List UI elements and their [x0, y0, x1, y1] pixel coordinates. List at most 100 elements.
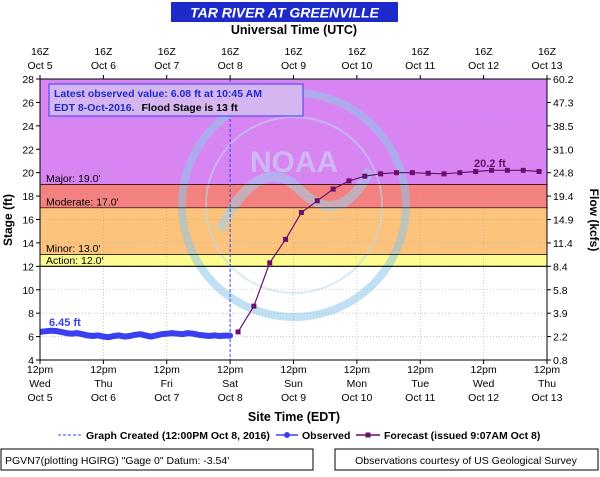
top-tick-label: Oct 13: [532, 60, 563, 72]
footer-left-box: [0, 448, 314, 471]
observed-point: [79, 331, 85, 337]
observed-point: [127, 333, 133, 339]
observed-point: [190, 331, 196, 337]
flow-tick-label: 31.0: [553, 144, 574, 156]
flow-tick-label: 60.2: [553, 74, 574, 86]
flow-tick-label: 38.5: [553, 121, 574, 133]
bottom-tick-label: 12pm: [27, 364, 54, 376]
bottom-tick-label: 12pm: [280, 364, 307, 376]
legend-forecast-label: Forecast (issued 9:07AM Oct 8): [384, 430, 540, 442]
chart-title: TAR RIVER AT GREENVILLE: [190, 5, 379, 21]
flow-tick-label: 0.8: [553, 355, 568, 367]
top-tick-label: 16Z: [284, 46, 303, 58]
flow-tick-label: 11.4: [553, 238, 573, 250]
flood-band-minor: [40, 207, 547, 255]
latest-value-line1: Latest observed value: 6.08 ft at 10:45 …: [54, 88, 262, 100]
observed-point: [132, 332, 138, 338]
top-tick-label: Oct 11: [405, 60, 435, 72]
footer-usgs-credit: Observations courtesy of US Geological S…: [355, 455, 578, 467]
top-tick-label: 16Z: [538, 46, 557, 58]
observed-point: [106, 334, 112, 340]
observed-point: [116, 332, 122, 339]
bottom-tick-label: 12pm: [217, 364, 244, 376]
observed-point: [169, 330, 175, 336]
threshold-label-moderate: Moderate: 17.0': [46, 196, 119, 208]
forecast-point: [235, 329, 241, 335]
legend-observed-label: Observed: [302, 430, 350, 442]
observed-point: [121, 333, 128, 340]
bottom-tick-label: Oct 13: [532, 392, 563, 404]
observed-point: [195, 332, 202, 338]
observed-point: [222, 333, 228, 339]
bottom-tick-label: Oct 12: [468, 392, 499, 404]
flow-tick-label: 19.4: [553, 191, 574, 203]
y-tick-label: 18: [22, 191, 34, 203]
forecast-point: [298, 209, 304, 215]
observed-point: [164, 331, 170, 337]
latest-value-date: EDT 8-Oct-2016.: [54, 102, 135, 114]
forecast-point: [378, 171, 384, 177]
bottom-tick-label: Oct 8: [218, 392, 243, 404]
bottom-tick-label: Oct 10: [341, 392, 372, 404]
y-tick-label: 14: [22, 238, 34, 250]
bottom-tick-label: Fri: [161, 378, 173, 390]
forecast-point: [346, 178, 352, 184]
threshold-label-action: Action: 12.0': [46, 255, 103, 267]
observed-point: [100, 333, 106, 340]
bottom-tick-label: 12pm: [534, 364, 561, 376]
observed-point: [40, 329, 43, 335]
forecast-point: [473, 168, 479, 174]
top-tick-label: 16Z: [31, 46, 50, 58]
observed-point: [111, 333, 117, 339]
noaa-watermark-text: NOAA: [250, 146, 338, 179]
observed-point: [63, 330, 70, 336]
top-tick-label: Oct 5: [27, 60, 52, 72]
observed-point: [95, 332, 101, 339]
footer-right-box: [334, 448, 599, 471]
flood-stage-note: Flood Stage is 13 ft: [141, 102, 238, 114]
observed-point: [216, 333, 223, 339]
observed-point: [211, 332, 217, 339]
top-tick-label: 16Z: [348, 46, 367, 58]
observed-point: [143, 332, 149, 339]
bottom-tick-label: 12pm: [344, 364, 371, 376]
y-tick-label: 16: [22, 215, 34, 227]
observed-point: [47, 328, 54, 334]
forecast-point: [425, 170, 431, 176]
bottom-tick-label: Sun: [284, 378, 303, 390]
observed-point: [84, 332, 91, 339]
bottom-tick-label: 12pm: [470, 364, 497, 376]
y-tick-label: 26: [22, 97, 34, 109]
title-banner: [171, 2, 398, 22]
forecast-point: [330, 186, 336, 192]
bottom-tick-label: Oct 11: [405, 392, 435, 404]
observed-peak-label: 6.45 ft: [49, 317, 81, 329]
bottom-tick-label: Thu: [538, 378, 556, 390]
y-tick-label: 4: [28, 355, 34, 367]
flow-tick-label: 24.8: [553, 168, 574, 180]
legend-graph-created-label: Graph Created (12:00PM Oct 8, 2016): [86, 430, 270, 442]
top-tick-label: 16Z: [158, 46, 177, 58]
bottom-tick-label: Oct 5: [27, 392, 52, 404]
y-tick-label: 24: [22, 121, 34, 133]
observed-point: [74, 330, 80, 336]
bottom-tick-label: 12pm: [407, 364, 434, 376]
y-tick-label: 22: [22, 144, 34, 156]
forecast-point: [251, 303, 257, 309]
threshold-label-minor: Minor: 13.0': [46, 243, 101, 255]
forecast-point: [441, 171, 447, 177]
observed-point: [206, 333, 212, 339]
forecast-point: [314, 198, 320, 204]
top-tick-label: Oct 6: [91, 60, 116, 72]
observed-point: [137, 331, 143, 337]
flow-tick-label: 5.8: [553, 285, 568, 297]
y-tick-label: 8: [28, 308, 34, 320]
bottom-tick-label: Thu: [94, 378, 112, 390]
top-tick-label: 16Z: [221, 46, 240, 58]
observed-point: [174, 331, 180, 337]
bottom-tick-label: Oct 7: [154, 392, 179, 404]
flow-tick-label: 8.4: [553, 261, 568, 273]
threshold-label-major: Major: 19.0': [46, 173, 101, 185]
observed-point: [227, 333, 233, 339]
